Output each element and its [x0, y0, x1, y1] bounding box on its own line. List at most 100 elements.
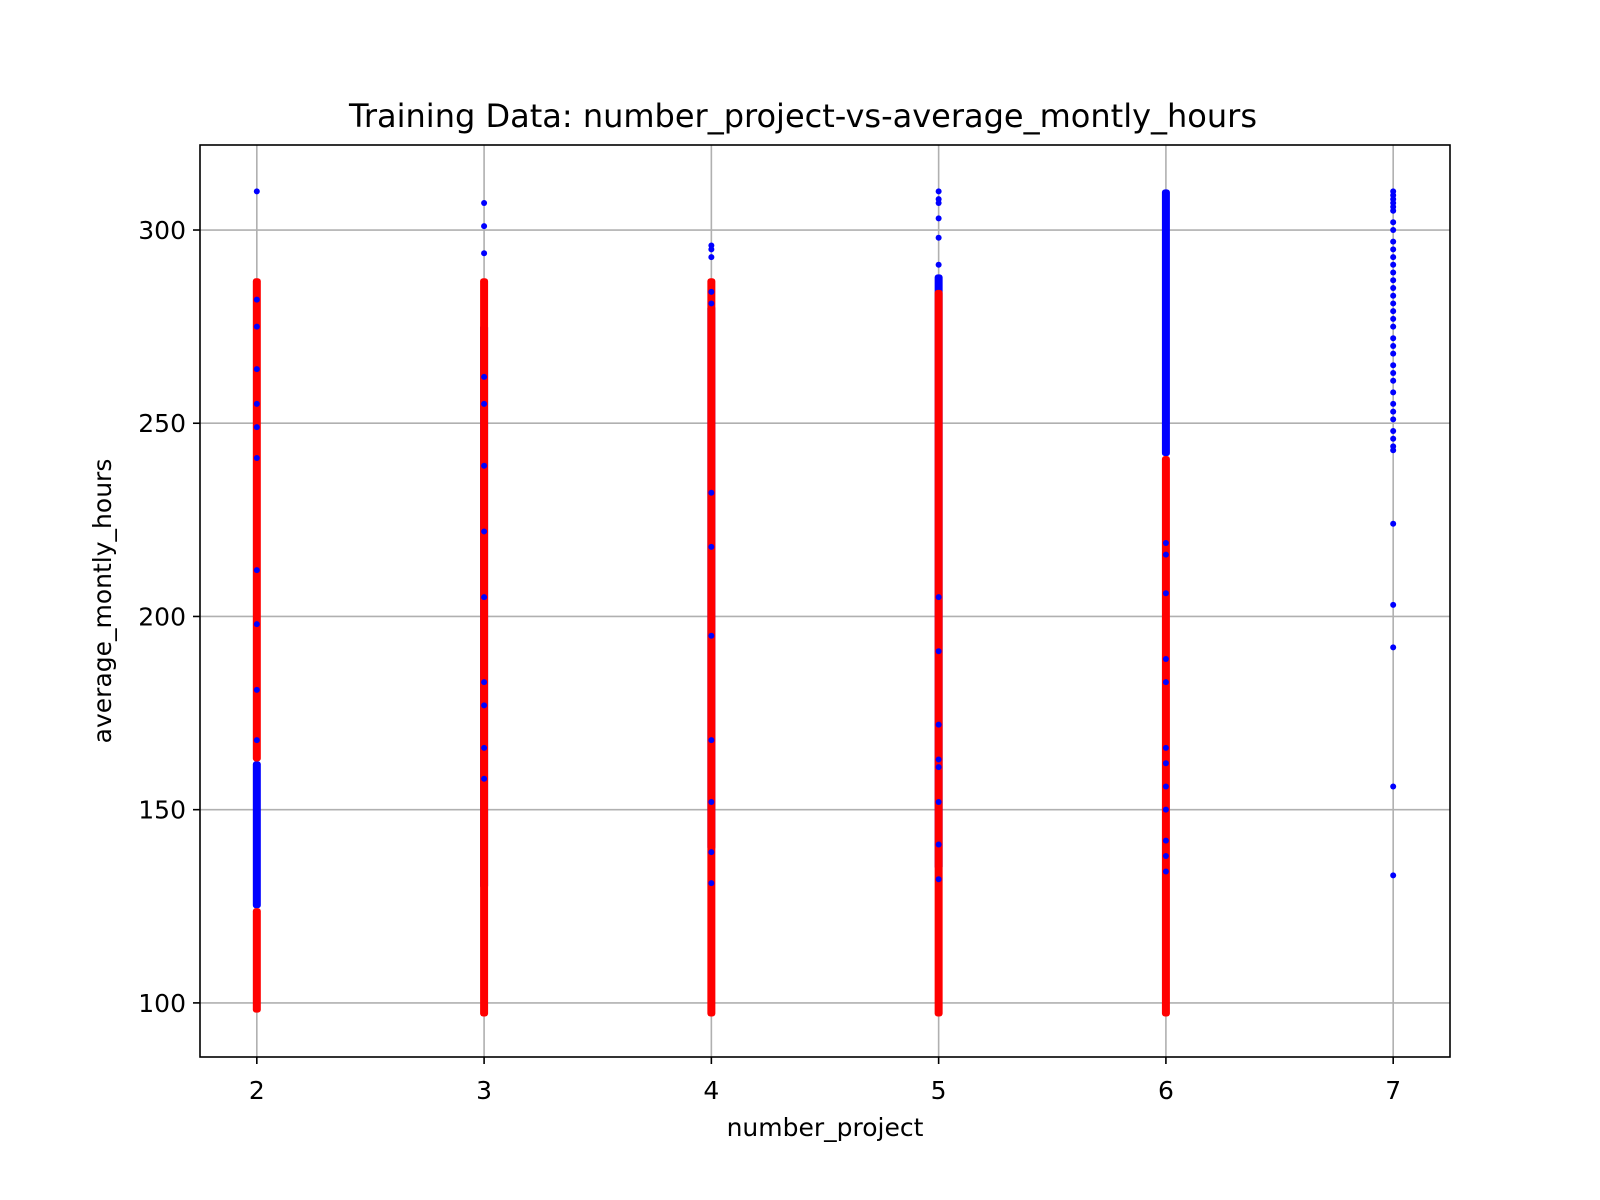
blue-point	[1390, 783, 1397, 790]
blue-point	[935, 648, 942, 655]
chart-title: Training Data: number_project-vs-average…	[348, 97, 1257, 135]
blue-point	[253, 686, 260, 693]
blue-point	[1390, 238, 1397, 245]
blue-point	[708, 489, 715, 496]
blue-point	[708, 288, 715, 295]
blue-point	[1162, 655, 1169, 662]
blue-point	[1390, 261, 1397, 268]
blue-point	[1390, 447, 1397, 454]
y-tick-label: 200	[138, 602, 186, 631]
blue-point	[481, 250, 488, 257]
blue-point	[1162, 540, 1169, 547]
blue-point	[935, 876, 942, 883]
blue-point	[253, 455, 260, 462]
blue-point	[481, 373, 488, 380]
blue-point	[708, 632, 715, 639]
blue-point	[1390, 427, 1397, 434]
blue-point	[708, 246, 715, 253]
blue-point	[1390, 315, 1397, 322]
blue-point	[253, 424, 260, 431]
blue-point	[1390, 416, 1397, 423]
y-tick-label: 150	[138, 796, 186, 825]
blue-point	[708, 300, 715, 307]
blue-point	[1390, 227, 1397, 234]
blue-point	[935, 764, 942, 771]
x-tick-label: 4	[703, 1076, 719, 1105]
blue-point	[1162, 744, 1169, 751]
blue-point	[253, 296, 260, 303]
blue-point	[1390, 601, 1397, 608]
blue-point	[1390, 300, 1397, 307]
blue-point	[935, 261, 942, 268]
red-point-strip	[707, 278, 716, 1017]
blue-point	[935, 215, 942, 222]
blue-point	[1162, 868, 1169, 875]
blue-point	[1390, 335, 1397, 342]
blue-point	[935, 234, 942, 241]
red-point-strip	[252, 278, 261, 762]
blue-point	[1390, 269, 1397, 276]
blue-point	[481, 775, 488, 782]
blue-point	[1162, 783, 1169, 790]
blue-point	[253, 621, 260, 628]
x-axis-label: number_project	[727, 1113, 924, 1142]
blue-point	[1390, 350, 1397, 357]
blue-point	[481, 199, 488, 206]
blue-point	[935, 721, 942, 728]
x-tick-label: 5	[931, 1076, 947, 1105]
blue-point	[1390, 370, 1397, 376]
blue-point	[935, 798, 942, 805]
blue-point	[708, 880, 715, 887]
x-tick-label: 2	[249, 1076, 265, 1105]
blue-point	[1390, 284, 1397, 291]
blue-point	[1390, 435, 1397, 442]
x-tick-label: 7	[1385, 1076, 1401, 1105]
blue-point	[253, 737, 260, 744]
blue-point	[1390, 246, 1397, 253]
y-axis-ticks: 100 150 200 250 300	[138, 216, 200, 1018]
blue-point	[253, 400, 260, 407]
blue-point	[1390, 377, 1397, 384]
blue-point	[1162, 853, 1169, 860]
x-axis-ticks: 2 3 4 5 6 7	[249, 1057, 1401, 1105]
blue-point	[1390, 219, 1397, 226]
blue-point	[1390, 872, 1397, 879]
y-tick-label: 300	[138, 216, 186, 245]
blue-point	[1162, 590, 1169, 597]
blue-point	[481, 702, 488, 709]
blue-point	[253, 366, 260, 373]
blue-point	[1162, 551, 1169, 558]
blue-point	[1390, 644, 1397, 651]
blue-point	[481, 528, 488, 535]
blue-point	[935, 199, 942, 206]
red-point-strip	[252, 908, 261, 1013]
blue-point	[1390, 254, 1397, 261]
y-tick-label: 100	[138, 989, 186, 1018]
data-points	[252, 188, 1397, 1017]
blue-point	[481, 400, 488, 407]
blue-point	[481, 223, 488, 230]
blue-point	[1390, 342, 1397, 349]
blue-point	[253, 188, 260, 195]
blue-point	[935, 756, 942, 763]
blue-point	[1390, 323, 1397, 330]
blue-point	[481, 679, 488, 686]
x-tick-label: 3	[476, 1076, 492, 1105]
blue-point	[1390, 292, 1397, 299]
blue-point	[935, 594, 942, 601]
blue-point	[1390, 400, 1397, 407]
blue-point	[1390, 362, 1397, 369]
plot-frame	[199, 144, 1451, 1058]
blue-point	[935, 188, 942, 195]
blue-point	[481, 744, 488, 751]
blue-point	[253, 567, 260, 574]
red-point-strip	[480, 278, 489, 1017]
blue-point	[1162, 806, 1169, 813]
blue-point	[935, 841, 942, 848]
blue-point	[708, 543, 715, 550]
blue-point	[1162, 679, 1169, 686]
blue-point	[1390, 408, 1397, 415]
blue-point-strip	[252, 761, 261, 909]
blue-point	[1390, 520, 1397, 527]
